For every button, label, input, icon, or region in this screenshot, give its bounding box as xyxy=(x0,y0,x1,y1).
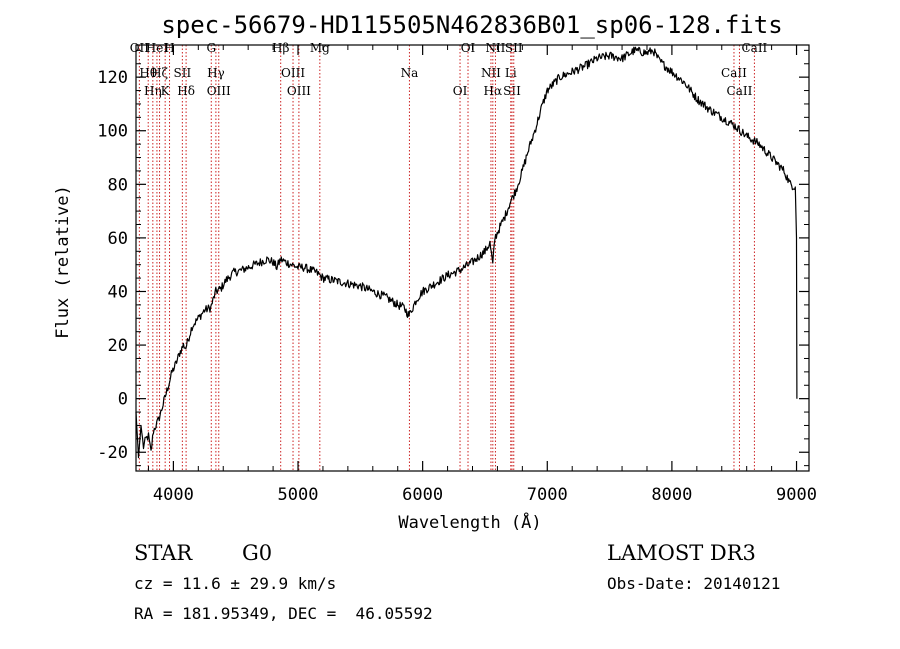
survey-name: LAMOST DR3 xyxy=(607,541,756,565)
x-tick-label-0: 4000 xyxy=(153,485,194,505)
redshift-cz: cz = 11.6 ± 29.9 km/s xyxy=(134,574,337,593)
x-tick-label-4: 8000 xyxy=(651,485,692,505)
marker-label-23: SII xyxy=(503,84,521,98)
marker-label-2: Hη xyxy=(144,84,162,98)
marker-label-19: NII xyxy=(481,66,501,80)
chart-title: spec-56679-HD115505N462836B01_sp06-128.f… xyxy=(161,11,782,39)
marker-label-10: Hγ xyxy=(207,66,225,80)
x-tick-label-1: 5000 xyxy=(278,485,319,505)
y-tick-label-5: 80 xyxy=(108,175,128,195)
marker-label-12: Hβ xyxy=(272,41,289,55)
y-tick-label-2: 20 xyxy=(108,336,128,356)
y-tick-label-4: 60 xyxy=(108,229,128,249)
axes-layer: 4000 5000 6000 7000 8000 9000 -20 0 20 40 60 80 100 1… xyxy=(97,44,817,505)
line-markers: OIIHθHηHeIHζKHSIIHδGHγOIIIHβOIIIOIIIMgNa… xyxy=(130,41,768,471)
x-tick-label-5: 9000 xyxy=(776,485,817,505)
x-tick-label-2: 6000 xyxy=(402,485,443,505)
marker-label-17: OI xyxy=(453,84,468,98)
marker-label-20: Hα xyxy=(484,84,503,98)
y-tick-label-3: 40 xyxy=(108,282,128,302)
marker-label-25: CaII xyxy=(721,66,747,80)
marker-label-26: CaII xyxy=(727,84,753,98)
object-class: STAR xyxy=(134,541,193,565)
y-tick-label-1: 0 xyxy=(118,390,128,410)
coordinates: RA = 181.95349, DEC = 46.05592 xyxy=(134,604,433,623)
marker-label-6: H xyxy=(164,41,174,55)
object-subclass: G0 xyxy=(242,541,273,565)
marker-label-22: Li xyxy=(505,66,517,80)
marker-label-8: Hδ xyxy=(177,84,195,98)
marker-label-13: OIII xyxy=(281,66,305,80)
series-line-0 xyxy=(135,46,798,459)
marker-label-14: OIII xyxy=(287,84,311,98)
marker-label-4: Hζ xyxy=(151,66,168,80)
y-tick-label-7: 120 xyxy=(97,68,128,88)
x-tick-label-3: 7000 xyxy=(527,485,568,505)
observation-date: Obs-Date: 20140121 xyxy=(607,574,781,593)
marker-label-24: SII xyxy=(505,41,523,55)
marker-label-9: G xyxy=(206,41,216,55)
marker-label-15: Mg xyxy=(310,41,330,55)
y-axis-label: Flux (relative) xyxy=(53,185,73,339)
marker-label-18: OI xyxy=(461,41,476,55)
marker-label-11: OIII xyxy=(207,84,231,98)
marker-label-5: K xyxy=(161,84,171,98)
y-tick-label-6: 100 xyxy=(97,122,128,142)
marker-label-16: Na xyxy=(401,66,419,80)
x-axis-label: Wavelength (Å) xyxy=(398,511,541,533)
series-layer xyxy=(135,46,798,459)
y-tick-label-0: -20 xyxy=(97,443,128,463)
marker-label-27: CaII xyxy=(741,41,767,55)
marker-label-21: NII xyxy=(485,41,505,55)
marker-label-7: SII xyxy=(174,66,192,80)
